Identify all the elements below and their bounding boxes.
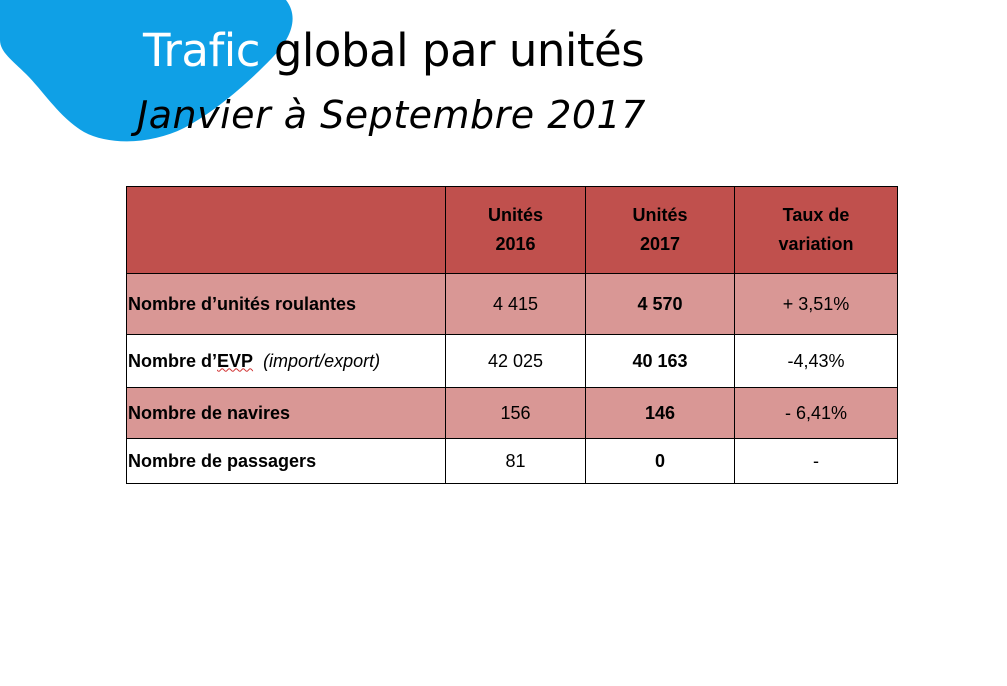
- cell-variation: -4,43%: [734, 334, 898, 388]
- cell-variation: + 3,51%: [734, 273, 898, 335]
- row-label: Nombre de navires: [126, 387, 446, 439]
- cell-variation: - 6,41%: [734, 387, 898, 439]
- table-header-row: Unités 2016 Unités 2017 Taux de variation: [126, 186, 898, 274]
- cell-2017: 40 163: [585, 334, 735, 388]
- row-label: Nombre d’unités roulantes: [126, 273, 446, 335]
- slide-title: Trafic global par unités: [143, 22, 645, 80]
- slide-title-rest: global par unités: [273, 24, 645, 77]
- header-units-2016: Unités 2016: [445, 186, 586, 274]
- cell-2016: 42 025: [445, 334, 586, 388]
- row-label: Nombre d’EVP (import/export): [126, 334, 446, 388]
- table-row: Nombre d’unités roulantes 4 415 4 570 + …: [126, 273, 898, 335]
- traffic-table: Unités 2016 Unités 2017 Taux de variation N…: [126, 186, 898, 484]
- table-row: Nombre de passagers 81 0 -: [126, 438, 898, 484]
- header-variation-rate: Taux de variation: [734, 186, 898, 274]
- row-label: Nombre de passagers: [126, 438, 446, 484]
- cell-2016: 156: [445, 387, 586, 439]
- row-label-note: (import/export): [263, 350, 381, 371]
- header-label-cell: [126, 186, 446, 274]
- cell-2016: 4 415: [445, 273, 586, 335]
- spellcheck-word: EVP: [217, 350, 254, 371]
- slide-title-accent: Trafic: [143, 24, 261, 77]
- table-row: Nombre de navires 156 146 - 6,41%: [126, 387, 898, 439]
- cell-2017: 4 570: [585, 273, 735, 335]
- decorative-blob: [0, 0, 293, 142]
- cell-2017: 146: [585, 387, 735, 439]
- table-row: Nombre d’EVP (import/export) 42 025 40 1…: [126, 334, 898, 388]
- slide-subtitle: Janvier à Septembre 2017: [137, 93, 646, 137]
- header-units-2017: Unités 2017: [585, 186, 735, 274]
- cell-2017: 0: [585, 438, 735, 484]
- cell-variation: -: [734, 438, 898, 484]
- cell-2016: 81: [445, 438, 586, 484]
